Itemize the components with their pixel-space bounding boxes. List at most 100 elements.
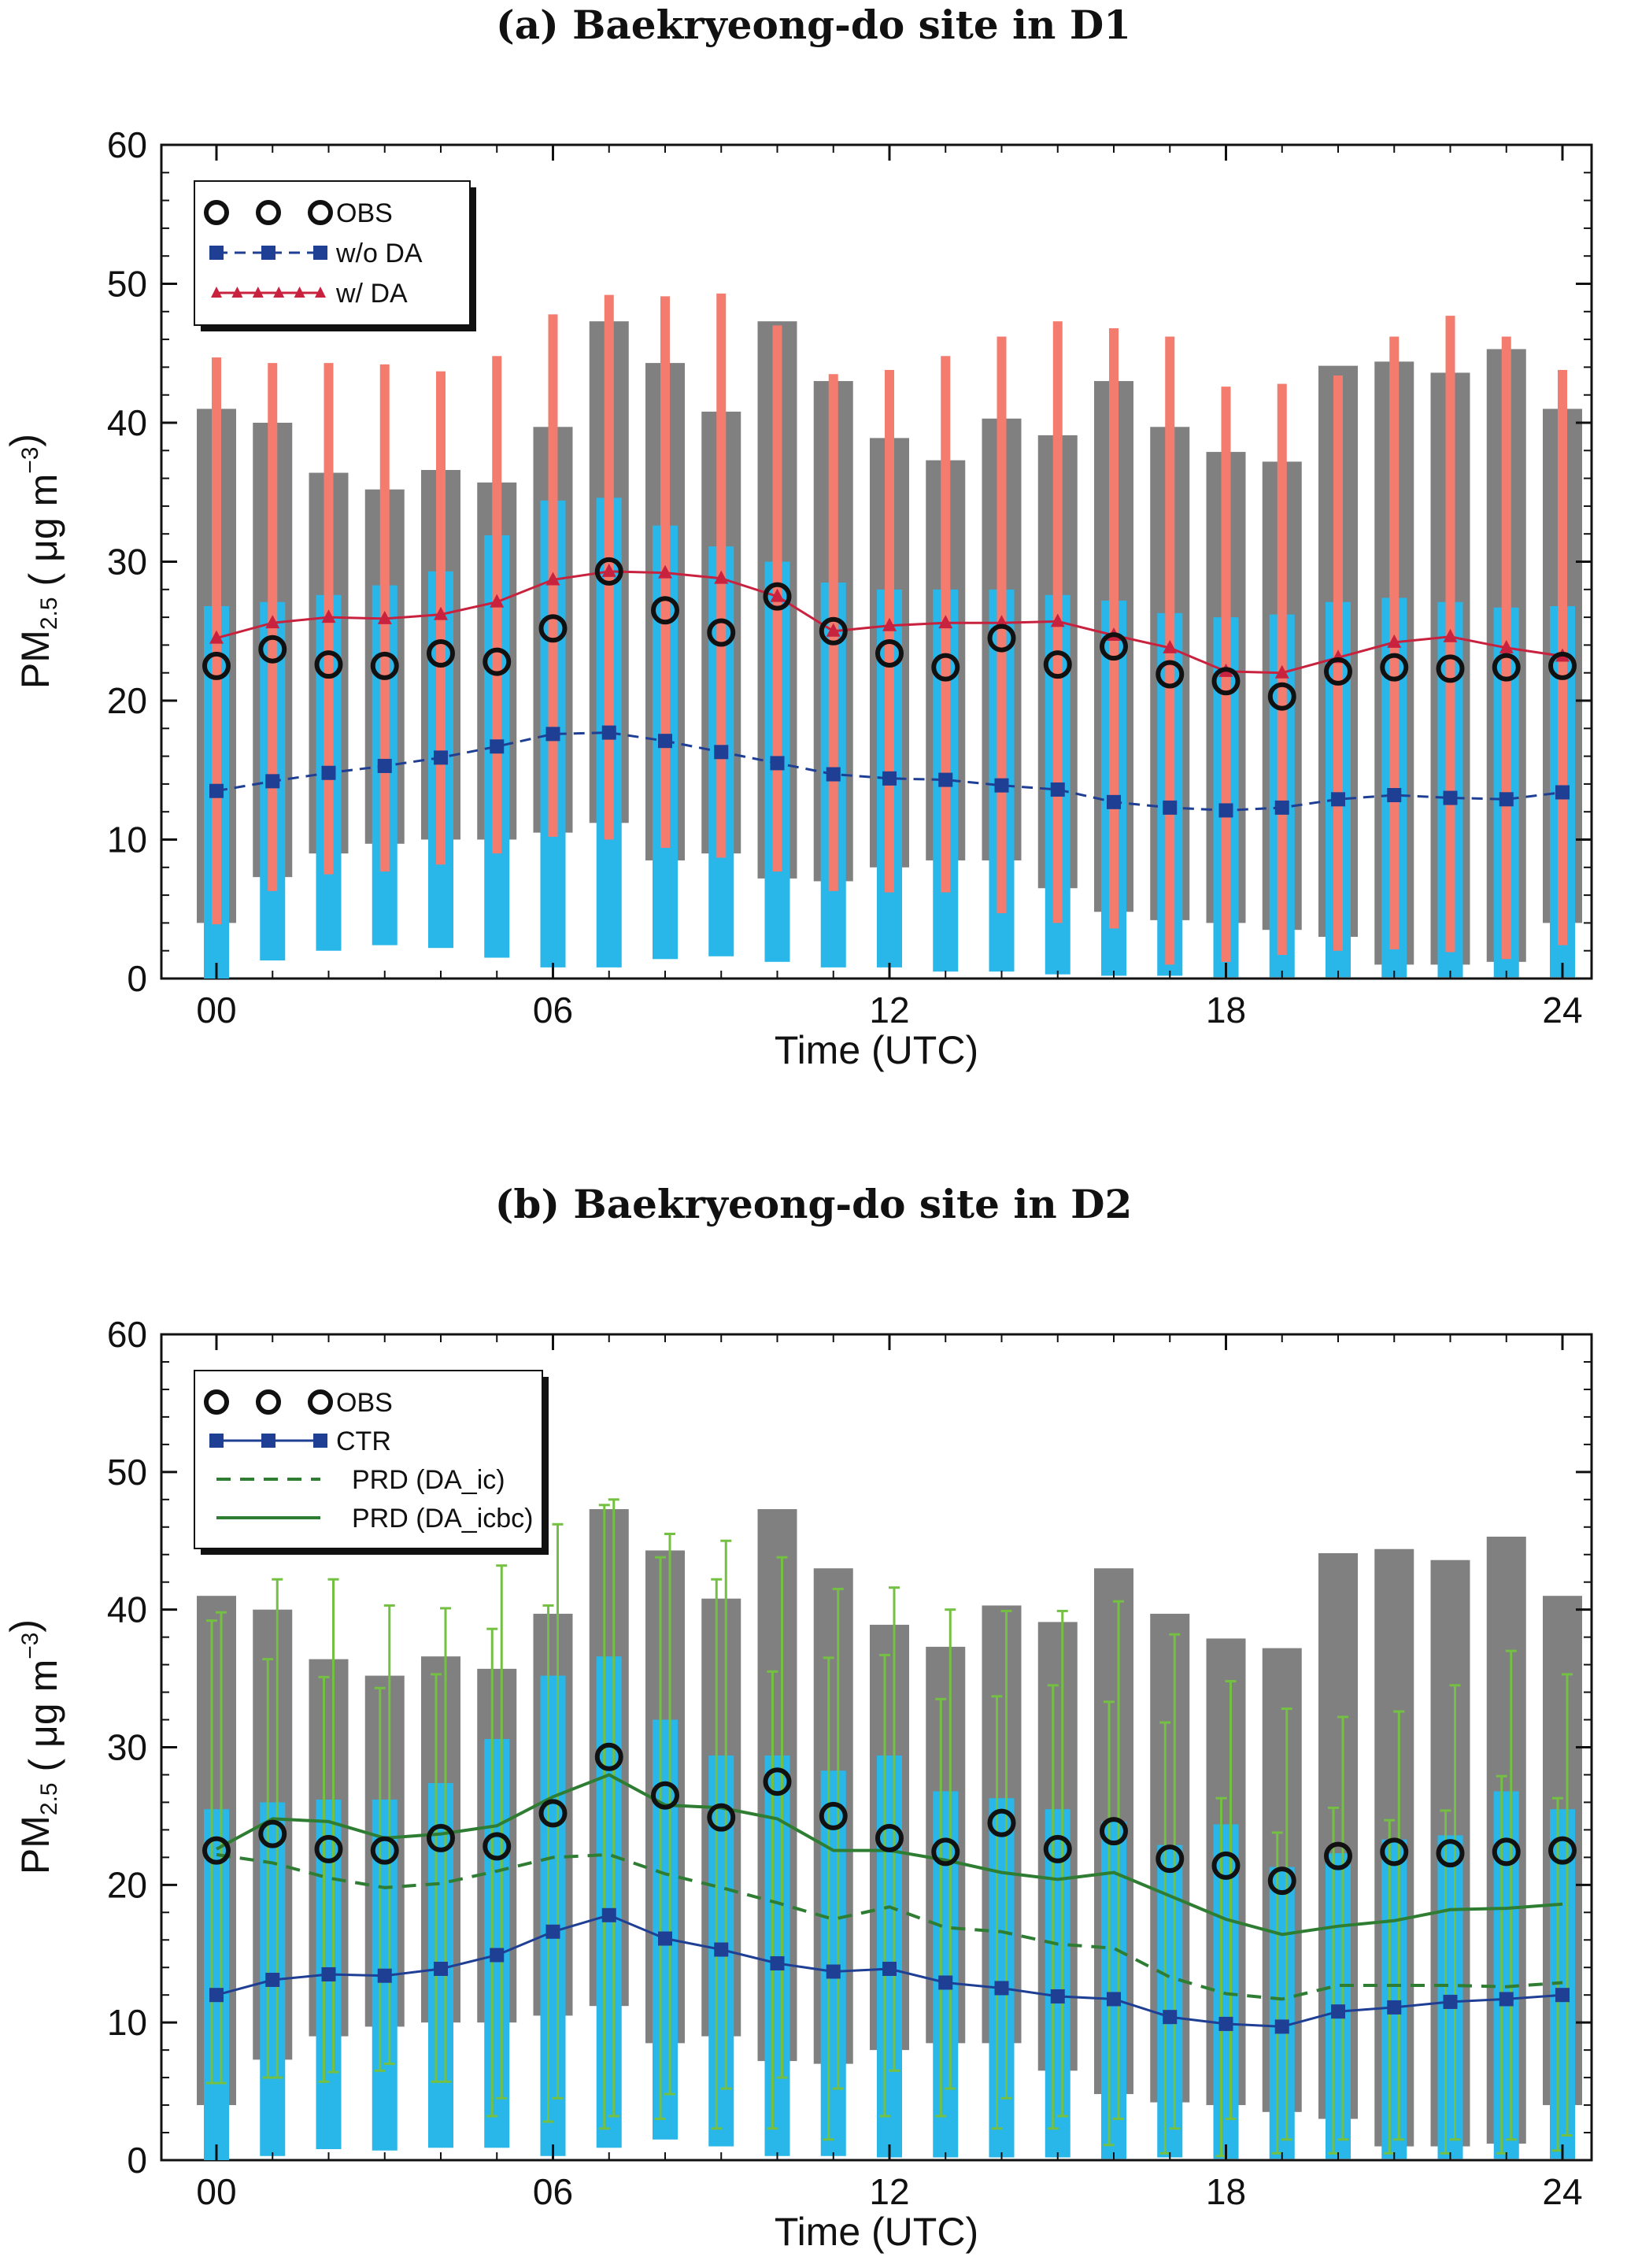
legend-square-marker xyxy=(313,1434,327,1448)
legend-obs-symbol xyxy=(256,1389,281,1415)
ctr-marker xyxy=(209,1988,224,2003)
obs-marker xyxy=(1492,653,1521,682)
wo-da-marker xyxy=(658,734,672,749)
x-tick-label: 12 xyxy=(869,2171,909,2212)
obs-marker xyxy=(819,1801,848,1830)
legend-triangle-marker xyxy=(211,287,222,298)
w-da-marker xyxy=(377,610,392,624)
x-axis-label: Time (UTC) xyxy=(775,1028,978,1072)
ctr-marker xyxy=(1050,1989,1065,2003)
y-axis-label-part: ( μg m xyxy=(21,1659,65,1783)
obs-marker xyxy=(875,1823,904,1852)
panel-b: 0 10 20 30 40 50 60 00 06 12 18 24 Time (UTC) PM2.5 (… xyxy=(2,1314,1593,2254)
obs-marker xyxy=(538,614,568,643)
obs-marker xyxy=(1100,1817,1128,1846)
obs-marker xyxy=(1548,651,1577,680)
x-tick-label: 00 xyxy=(196,990,236,1030)
w-da-marker xyxy=(714,570,729,584)
obs-marker xyxy=(1267,1867,1296,1896)
wo-da-marker xyxy=(490,739,505,754)
y-tick-label: 60 xyxy=(107,124,147,165)
obs-marker xyxy=(258,1819,287,1848)
ctr-marker xyxy=(1387,2000,1402,2015)
obs-marker xyxy=(202,1836,231,1865)
y-tick-label: 50 xyxy=(107,1452,147,1493)
y-tick-label: 50 xyxy=(107,264,147,305)
obs-marker xyxy=(707,618,736,647)
w-da-marker xyxy=(1163,639,1178,653)
panel-a-title: (a) Baekryeong-do site in D1 xyxy=(496,2,1131,48)
wo-da-marker xyxy=(1163,800,1178,815)
w-da-marker xyxy=(826,623,841,637)
legend-square-marker xyxy=(261,246,275,260)
y-axis-label-superscript: −3 xyxy=(17,1633,43,1659)
y-axis-label-part: ) xyxy=(2,1619,46,1633)
legend-label: OBS xyxy=(336,1388,393,1418)
obs-marker xyxy=(1267,682,1296,711)
w-da-marker xyxy=(882,617,897,631)
panel-b-title: (b) Baekryeong-do site in D2 xyxy=(494,1181,1133,1227)
legend-square-marker xyxy=(261,1434,275,1448)
obs-marker xyxy=(594,1742,623,1771)
legend-obs-symbol xyxy=(204,200,229,225)
y-tick-label: 0 xyxy=(127,2140,147,2181)
y-tick-label: 40 xyxy=(107,402,147,443)
wo-da-marker xyxy=(545,727,560,742)
ctr-marker xyxy=(1218,2016,1233,2031)
legend-square-marker xyxy=(209,246,224,260)
y-tick-label: 20 xyxy=(107,1864,147,1905)
obs-marker xyxy=(1043,650,1072,679)
x-tick-label: 12 xyxy=(869,990,909,1030)
legend-triangle-marker xyxy=(315,287,326,298)
ctr-range-bar xyxy=(204,1809,229,2160)
ctr-range-bar xyxy=(1381,1839,1407,2159)
wo-da-marker xyxy=(434,750,448,765)
ctr-marker xyxy=(601,1907,616,1922)
wo-da-marker xyxy=(1107,794,1121,809)
ctr-marker xyxy=(1331,2004,1345,2019)
legend-box xyxy=(194,180,471,326)
obs-marker xyxy=(1380,653,1409,682)
ctr-marker xyxy=(1555,1988,1570,2003)
legend-triangle-marker xyxy=(231,287,243,298)
obs-marker xyxy=(538,1799,568,1828)
x-tick-label: 06 xyxy=(533,990,573,1030)
w-da-range-bar xyxy=(885,369,894,893)
obs-marker xyxy=(370,651,399,680)
w-da-marker xyxy=(1050,613,1065,627)
wo-da-marker xyxy=(1050,782,1065,797)
ctr-range-bar xyxy=(1213,1824,1239,2159)
ctr-marker xyxy=(545,1924,560,1939)
ctr-range-bar xyxy=(1045,1809,1070,2158)
panel-a: 0 10 20 30 40 50 60 00 06 12 18 24 Time (UTC) PM2.5 (… xyxy=(2,124,1593,1072)
legend-triangle-marker xyxy=(252,287,264,298)
x-tick-label: 18 xyxy=(1206,2171,1246,2212)
legend-obs-symbol xyxy=(204,1389,229,1415)
x-tick-label: 06 xyxy=(533,2171,573,2212)
wo-da-marker xyxy=(938,772,953,787)
ctr-range-bar xyxy=(596,1656,622,2148)
obs-marker xyxy=(314,1834,343,1863)
ctr-marker xyxy=(377,1968,392,1983)
wo-da-marker xyxy=(265,774,280,789)
legend-triangle-marker xyxy=(294,287,305,298)
legend-square-marker xyxy=(313,246,327,260)
wo-da-marker xyxy=(1274,800,1289,815)
legend-label: PRD (DA_ic) xyxy=(352,1465,505,1495)
y-tick-label: 0 xyxy=(127,958,147,999)
obs-marker xyxy=(931,653,960,682)
ctr-marker xyxy=(1499,1992,1514,2007)
ctr-range-bar xyxy=(877,1755,902,2158)
ctr-range-bar xyxy=(540,1675,566,2156)
wo-da-marker xyxy=(714,745,729,760)
obs-marker xyxy=(370,1836,399,1865)
obs-marker xyxy=(1324,1841,1352,1870)
obs-marker xyxy=(763,1767,792,1796)
legend-triangle-marker xyxy=(273,287,285,298)
wo-da-marker xyxy=(1331,792,1345,807)
ctr-marker xyxy=(882,1961,897,1976)
ctr-range-bar xyxy=(989,1798,1015,2158)
y-tick-label: 10 xyxy=(107,820,147,860)
obs-marker xyxy=(1043,1834,1072,1863)
obs-marker xyxy=(987,623,1016,653)
